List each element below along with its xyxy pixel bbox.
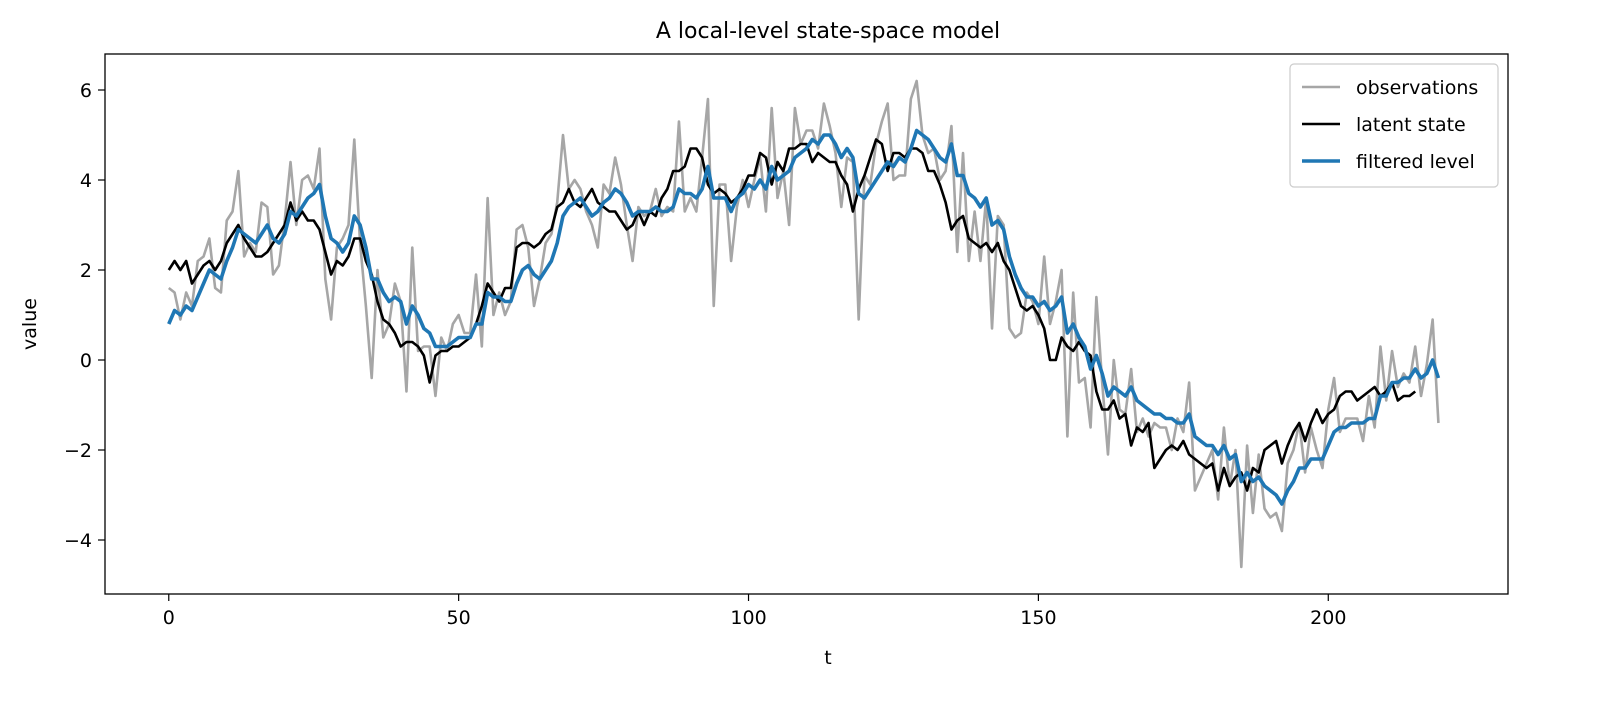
y-tick-label: 2 xyxy=(80,260,92,282)
legend-label-filtered-level: filtered level xyxy=(1356,151,1475,173)
y-tick-label: −2 xyxy=(64,440,92,462)
legend: observations latent state filtered level xyxy=(1289,63,1499,188)
x-tick-label: 100 xyxy=(730,607,766,629)
y-tick-label: −4 xyxy=(64,530,92,552)
x-axis-label: t xyxy=(824,647,831,669)
legend-box xyxy=(1289,63,1499,188)
x-tick-label: 0 xyxy=(163,607,175,629)
x-tick-label: 200 xyxy=(1310,607,1346,629)
y-tick-label: 0 xyxy=(80,350,92,372)
y-tick-label: 6 xyxy=(80,80,92,102)
y-axis-label: value xyxy=(19,298,41,350)
legend-label-latent-state: latent state xyxy=(1356,114,1466,136)
series-line-filtered-level xyxy=(167,128,1441,506)
series-line-latent-state xyxy=(167,138,1417,492)
x-axis-ticks: 0 50 100 150 200 xyxy=(163,594,1346,629)
series-layer xyxy=(167,79,1441,569)
plot-frame xyxy=(104,53,1509,595)
x-tick-label: 150 xyxy=(1020,607,1056,629)
legend-items: observations latent state filtered level xyxy=(1302,77,1478,173)
legend-label-observations: observations xyxy=(1356,77,1478,99)
chart-title: A local-level state-space model xyxy=(656,19,1000,44)
y-tick-label: 4 xyxy=(80,170,92,192)
y-axis-ticks: −4 −2 0 2 4 6 xyxy=(64,80,105,552)
x-tick-label: 50 xyxy=(447,607,471,629)
